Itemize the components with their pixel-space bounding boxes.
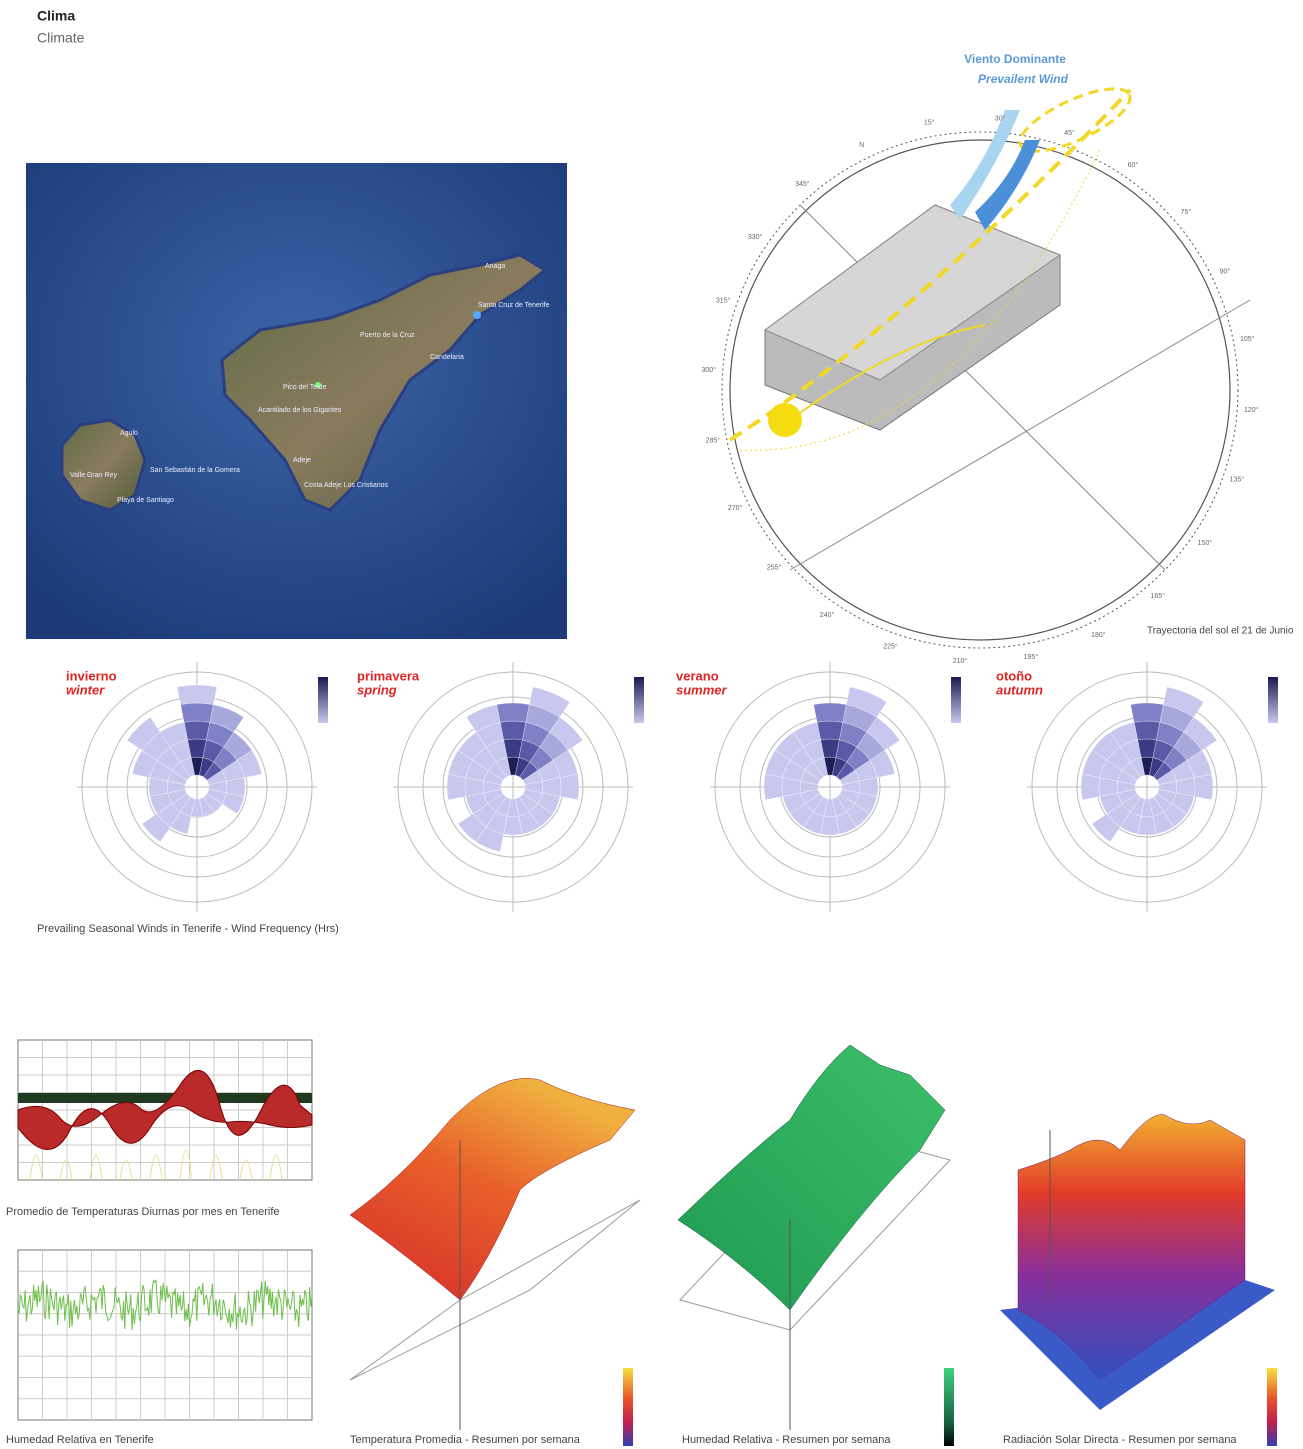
rose-sector xyxy=(497,703,530,722)
season-label: verano xyxy=(676,668,719,683)
rose-sector xyxy=(447,774,466,800)
surface xyxy=(678,1045,945,1310)
colorbar xyxy=(1268,677,1278,723)
degree-label: 75° xyxy=(1181,208,1192,216)
degree-label: 45° xyxy=(1064,129,1075,137)
colorbar xyxy=(951,677,961,723)
map xyxy=(26,163,567,639)
season-label: otoño xyxy=(996,668,1032,683)
rose-sector xyxy=(1131,703,1164,722)
season-label: primavera xyxy=(357,668,420,683)
degree-label: 225° xyxy=(883,643,898,651)
surface xyxy=(350,1078,635,1300)
season-label: winter xyxy=(66,682,105,697)
map-label: San Sebastián de la Gomera xyxy=(150,467,240,474)
map-label: Adeje xyxy=(293,457,311,464)
temperature-surface xyxy=(350,1078,640,1446)
wind-roses-caption: Prevailing Seasonal Winds in Tenerife - … xyxy=(37,923,339,935)
degree-label: 150° xyxy=(1198,539,1213,547)
chart-caption: Humedad Relativa - Resumen por semana xyxy=(682,1434,891,1446)
wind-title: Viento Dominante xyxy=(964,52,1066,66)
rose-sector xyxy=(560,774,579,800)
map-marker xyxy=(473,311,481,319)
map-label: Pico del Teide xyxy=(283,384,327,391)
page-subtitle: Climate xyxy=(37,30,85,46)
rose-sector xyxy=(500,721,526,740)
degree-label: 120° xyxy=(1244,406,1259,414)
rose-sector xyxy=(1081,774,1100,800)
degree-label: 195° xyxy=(1024,653,1039,661)
rose-sector xyxy=(177,685,217,705)
map-label: Playa de Santiago xyxy=(117,497,174,504)
map-label: Costa Adeje Los Cristianos xyxy=(304,482,389,489)
rose-sector xyxy=(1134,721,1160,740)
colorbar xyxy=(623,1368,633,1446)
page: Clima Climate Viento Dominante Prevailen… xyxy=(0,0,1303,1449)
degree-label: 345° xyxy=(795,180,810,188)
chart-caption: Humedad Relativa en Tenerife xyxy=(6,1434,154,1446)
degree-label: 30° xyxy=(995,115,1006,123)
map-label: Anaga xyxy=(485,263,505,270)
degree-label: 15° xyxy=(924,119,935,127)
season-label: autumn xyxy=(996,682,1043,697)
colorbar xyxy=(944,1368,954,1446)
page-title: Clima xyxy=(37,8,75,24)
rose-sector xyxy=(814,703,847,722)
degree-label: 300° xyxy=(701,366,716,374)
rose-sector xyxy=(764,774,783,800)
wind-arrow xyxy=(975,140,1040,230)
map-label: Puerto de la Cruz xyxy=(360,332,415,339)
map-label: Valle Gran Rey xyxy=(70,472,117,479)
degree-label: 255° xyxy=(767,564,782,572)
chart-caption: Temperatura Promedia - Resumen por seman… xyxy=(350,1434,581,1446)
rose-sector xyxy=(1194,774,1213,800)
degree-label: 240° xyxy=(820,611,835,619)
degree-label: 135° xyxy=(1230,475,1245,483)
sun xyxy=(768,403,802,437)
sun-path-caption: Trayectoria del sol el 21 de Junio xyxy=(1147,626,1294,637)
chart-caption: Promedio de Temperaturas Diurnas por mes… xyxy=(6,1206,280,1218)
degree-label: 60° xyxy=(1128,161,1139,169)
degree-label: 105° xyxy=(1240,335,1255,343)
season-label: spring xyxy=(357,682,397,697)
degree-label: 90° xyxy=(1220,268,1231,276)
map-label: Santa Cruz de Tenerife xyxy=(478,302,550,309)
degree-label: N xyxy=(859,142,864,149)
rose-sector xyxy=(184,721,210,740)
map-label: Acantilado de los Gigantes xyxy=(258,407,342,414)
map-label: Agulo xyxy=(120,430,138,437)
map-label: Candelaria xyxy=(430,354,464,361)
radiation-surface xyxy=(1000,1114,1277,1446)
chart-caption: Radiación Solar Directa - Resumen por se… xyxy=(1003,1434,1237,1446)
rose-sector xyxy=(181,703,214,722)
colorbar xyxy=(1267,1368,1277,1446)
degree-label: 180° xyxy=(1091,631,1106,639)
degree-label: 165° xyxy=(1150,592,1165,600)
degree-label: 315° xyxy=(716,296,731,304)
sun-path-diagram: Viento Dominante Prevailent Wind N 15° 30°… xyxy=(701,52,1293,665)
rose-sector xyxy=(817,721,843,740)
degree-label: 285° xyxy=(706,437,721,445)
degree-label: 330° xyxy=(748,233,763,241)
temperature-chart xyxy=(18,1040,312,1180)
degree-label: 210° xyxy=(953,657,968,665)
season-label: invierno xyxy=(66,668,117,683)
humidity-chart xyxy=(18,1250,312,1420)
colorbar xyxy=(634,677,644,723)
wind-subtitle: Prevailent Wind xyxy=(978,72,1069,86)
colorbar xyxy=(318,677,328,723)
degree-label: 270° xyxy=(728,504,743,512)
humidity-surface xyxy=(678,1045,954,1446)
season-label: summer xyxy=(676,682,728,697)
